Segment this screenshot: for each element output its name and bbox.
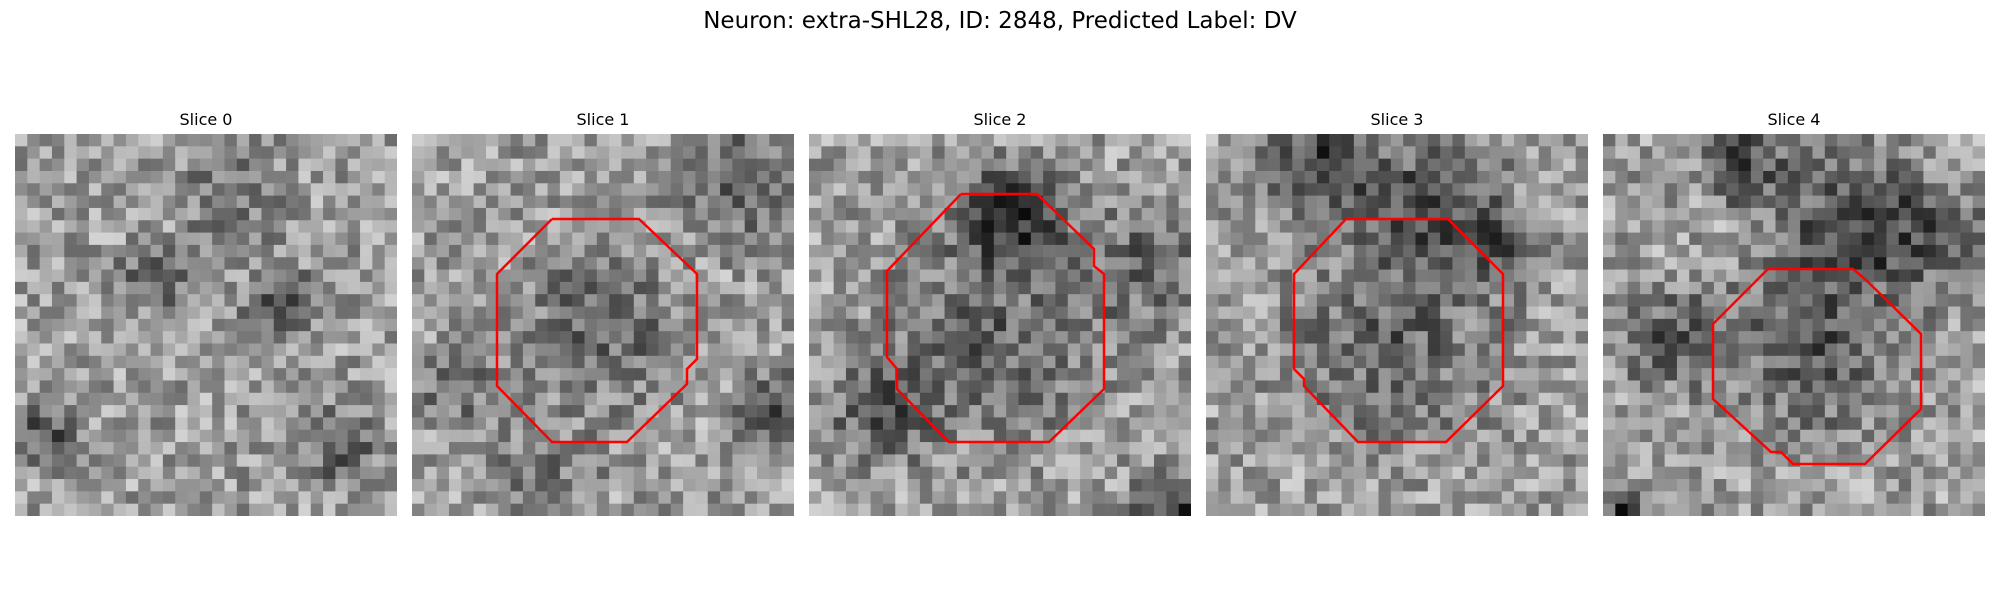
slice-4-title: Slice 4 (1767, 110, 1821, 129)
slice-2-image (809, 134, 1191, 516)
slice-2-title: Slice 2 (973, 110, 1027, 129)
slice-1-contour (495, 217, 699, 444)
slice-4-contour (1711, 267, 1923, 466)
slice-0-image (15, 134, 397, 516)
slice-3-title: Slice 3 (1370, 110, 1424, 129)
figure-title: Neuron: extra-SHL28, ID: 2848, Predicted… (703, 8, 1297, 34)
slice-2-contour (885, 192, 1106, 444)
slice-1-image (412, 134, 794, 516)
slice-1-title: Slice 1 (576, 110, 630, 129)
slice-4-image (1603, 134, 1985, 516)
slice-3-image (1206, 134, 1588, 516)
slice-0-title: Slice 0 (179, 110, 233, 129)
slice-3-contour (1292, 217, 1505, 444)
